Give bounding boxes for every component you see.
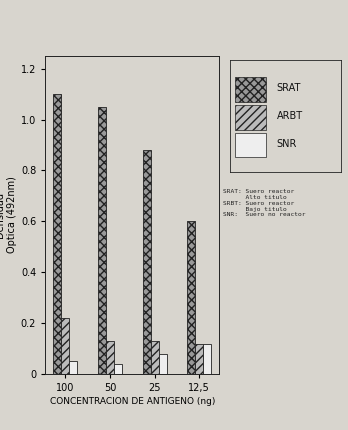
Bar (53, 94, 61, 374)
Bar (61, 318, 69, 374)
Y-axis label: Densidad
Optica (492nm): Densidad Optica (492nm) (0, 177, 17, 253)
X-axis label: CONCENTRACION DE ANTIGENO (ng): CONCENTRACION DE ANTIGENO (ng) (49, 397, 215, 406)
FancyBboxPatch shape (235, 133, 267, 157)
Bar (142, 150, 151, 374)
Bar (106, 341, 114, 374)
Bar (195, 344, 203, 374)
Bar (187, 221, 195, 374)
Bar (203, 344, 211, 374)
Bar (114, 364, 122, 374)
FancyBboxPatch shape (235, 77, 267, 101)
FancyBboxPatch shape (235, 105, 267, 129)
Bar (69, 361, 77, 374)
Bar (151, 341, 159, 374)
Text: SRAT: SRAT (276, 83, 301, 93)
Text: SNR: SNR (276, 139, 297, 149)
Text: SRAT: Suero reactor
      Alto titulo
SRBT: Suero reactor
      Bajo titulo
SNR:: SRAT: Suero reactor Alto titulo SRBT: Su… (223, 189, 305, 218)
Bar (98, 107, 106, 374)
Bar (159, 354, 167, 374)
Text: ARBT: ARBT (276, 111, 302, 121)
